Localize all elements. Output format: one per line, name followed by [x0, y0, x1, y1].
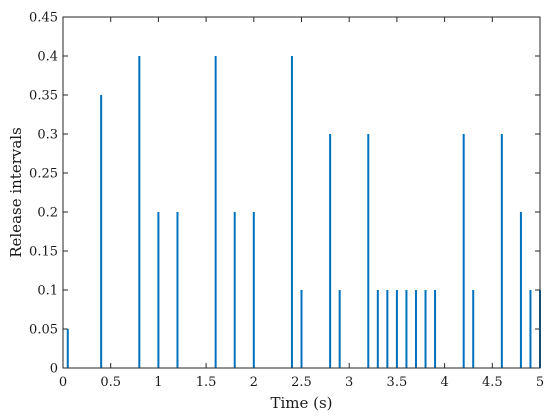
- y-tick-label: 0.2: [37, 206, 58, 221]
- x-tick-label: 2.5: [291, 375, 312, 390]
- x-tick-label: 4.5: [482, 375, 503, 390]
- x-tick-label: 0: [59, 375, 67, 390]
- y-tick-label: 0.4: [37, 50, 58, 65]
- y-tick-label: 0.05: [29, 323, 58, 338]
- x-tick-label: 3.5: [387, 375, 408, 390]
- x-tick-label: 2: [250, 375, 258, 390]
- y-tick-label: 0.45: [29, 11, 58, 26]
- x-tick-label: 1: [154, 375, 162, 390]
- y-tick-label: 0.1: [37, 284, 58, 299]
- y-tick-label: 0: [50, 362, 58, 377]
- y-tick-label: 0.3: [37, 128, 58, 143]
- x-tick-label: 5: [536, 375, 544, 390]
- y-axis-label: Release intervals: [7, 127, 25, 258]
- tick-labels: 0 0.5 1 1.5 2 2.5 3 3.5 4 4.5 5 0 0.05 0.1 0.15 0.2 0.25…: [29, 11, 544, 391]
- y-tick-label: 0.35: [29, 89, 58, 104]
- x-axis-label: Time (s): [270, 394, 332, 412]
- x-tick-label: 4: [440, 375, 448, 390]
- x-tick-label: 3: [345, 375, 353, 390]
- y-tick-label: 0.25: [29, 167, 58, 182]
- y-tick-label: 0.15: [29, 245, 58, 260]
- x-tick-label: 0.5: [100, 375, 121, 390]
- x-tick-label: 1.5: [196, 375, 217, 390]
- plot-frame: [62, 16, 541, 369]
